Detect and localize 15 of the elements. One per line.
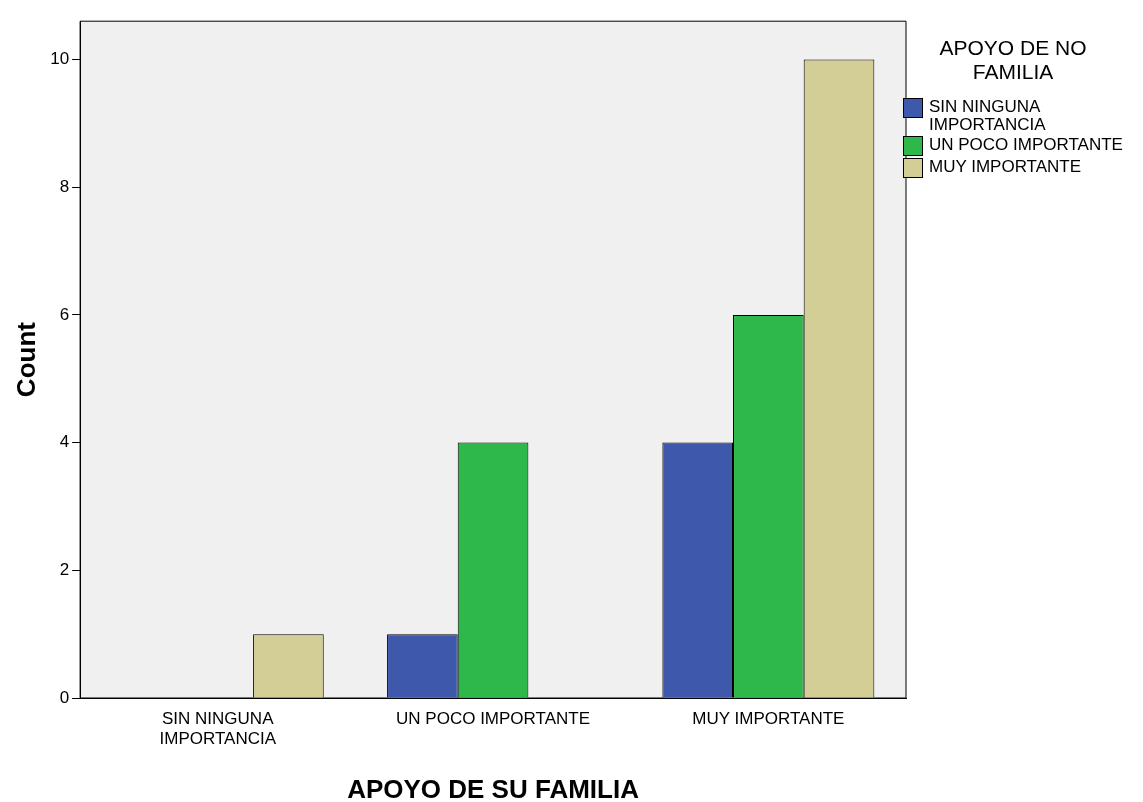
y-tick-label: 8 bbox=[59, 176, 70, 196]
x-tick-label: SIN NINGUNA IMPORTANCIA bbox=[159, 708, 277, 749]
legend-title: APOYO DE NO FAMILIA bbox=[938, 36, 1088, 84]
x-tick-label: MUY IMPORTANTE bbox=[692, 708, 845, 728]
y-axis-title: Count bbox=[10, 321, 41, 398]
legend-label: UN POCO IMPORTANTE bbox=[929, 135, 1124, 154]
y-tick-label: 4 bbox=[59, 432, 70, 452]
y-tick-label: 2 bbox=[59, 559, 70, 579]
y-tick-label: 0 bbox=[59, 687, 70, 707]
x-tick-label: UN POCO IMPORTANTE bbox=[396, 708, 591, 728]
x-axis-title: APOYO DE SU FAMILIA bbox=[347, 773, 640, 802]
legend-label: MUY IMPORTANTE bbox=[929, 157, 1083, 176]
y-tick-label: 10 bbox=[50, 49, 70, 69]
y-tick-label: 6 bbox=[59, 304, 70, 324]
legend-label: SIN NINGUNA IMPORTANCIA bbox=[929, 97, 1047, 134]
